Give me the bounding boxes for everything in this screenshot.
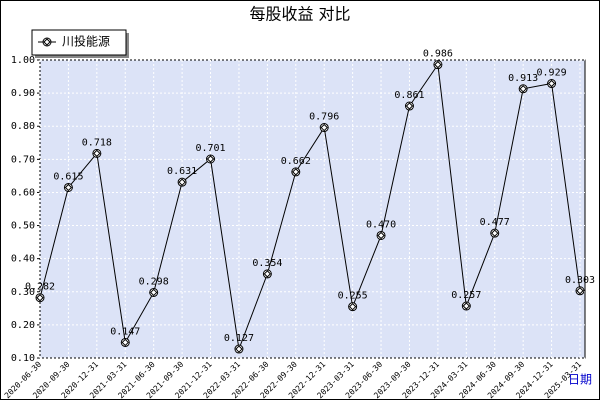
value-label: 0.631 — [167, 166, 197, 177]
value-label: 0.929 — [537, 68, 567, 79]
point-diamond — [121, 338, 129, 347]
value-label: 0.298 — [139, 276, 169, 287]
value-label: 0.127 — [224, 333, 254, 344]
point-diamond — [377, 231, 385, 240]
value-label: 0.147 — [110, 326, 140, 337]
point-marker — [206, 154, 216, 164]
point-diamond — [547, 79, 556, 88]
chart-title: 每股收益 对比 — [249, 5, 350, 24]
point-marker — [433, 60, 443, 70]
value-label: 0.913 — [508, 73, 538, 84]
plot-area — [39, 59, 586, 359]
point-diamond — [149, 288, 158, 297]
value-label: 0.470 — [366, 219, 396, 230]
point-marker — [319, 123, 329, 133]
y-tick-label: 0.20 — [11, 320, 35, 331]
value-label: 0.701 — [195, 143, 225, 154]
x-axis-label: 日期 — [568, 373, 592, 387]
value-label: 0.986 — [423, 49, 453, 60]
value-label: 0.354 — [252, 258, 282, 269]
point-marker — [92, 148, 102, 158]
y-tick-label: 0.10 — [11, 353, 35, 364]
point-marker — [120, 337, 130, 347]
point-marker — [149, 287, 159, 297]
point-diamond — [348, 302, 357, 311]
point-diamond — [178, 178, 186, 186]
point-marker — [63, 182, 73, 192]
y-tick-label: 1.00 — [11, 55, 35, 66]
point-diamond — [405, 102, 414, 110]
value-label: 0.477 — [480, 217, 510, 228]
legend-diamond — [43, 38, 51, 46]
point-diamond — [292, 168, 300, 176]
value-label: 0.662 — [281, 156, 311, 167]
point-marker — [518, 84, 528, 94]
point-marker — [575, 286, 585, 296]
point-marker — [262, 269, 272, 279]
point-diamond — [93, 149, 101, 158]
y-tick-label: 0.60 — [11, 187, 35, 198]
value-label: 0.615 — [53, 171, 83, 182]
value-label: 0.796 — [309, 112, 339, 123]
value-label: 0.282 — [25, 282, 55, 293]
y-tick-label: 0.40 — [11, 254, 35, 265]
point-diamond — [434, 60, 442, 69]
value-label: 0.718 — [82, 137, 112, 148]
series-line — [39, 63, 581, 352]
y-tick-label: 0.50 — [11, 221, 35, 232]
point-diamond — [519, 85, 527, 93]
point-diamond — [491, 229, 499, 237]
point-diamond — [36, 294, 44, 302]
y-tick-label: 0.70 — [11, 154, 35, 165]
value-label: 0.257 — [451, 290, 481, 301]
y-tick-label: 0.80 — [11, 121, 35, 132]
value-label: 0.255 — [338, 291, 368, 302]
point-marker — [348, 302, 358, 312]
point-diamond — [206, 155, 215, 163]
point-diamond — [576, 287, 584, 295]
point-diamond — [263, 270, 272, 278]
point-marker — [547, 79, 557, 89]
value-label: 0.303 — [565, 275, 595, 286]
legend-marker — [42, 37, 52, 47]
point-marker — [291, 167, 301, 177]
point-diamond — [462, 302, 471, 310]
point-marker — [490, 228, 500, 238]
point-marker — [404, 101, 414, 111]
point-marker — [177, 177, 187, 187]
y-tick-label: 0.30 — [11, 287, 35, 298]
y-tick-label: 0.90 — [11, 88, 35, 99]
point-marker — [376, 230, 386, 240]
point-diamond — [320, 123, 328, 132]
point-marker — [461, 301, 471, 311]
point-marker — [234, 344, 244, 354]
legend: 川投能源 — [31, 29, 129, 58]
point-marker — [35, 293, 45, 303]
legend-label: 川投能源 — [62, 34, 110, 49]
point-diamond — [235, 345, 243, 353]
value-label: 0.861 — [394, 90, 424, 101]
point-diamond — [64, 183, 73, 192]
